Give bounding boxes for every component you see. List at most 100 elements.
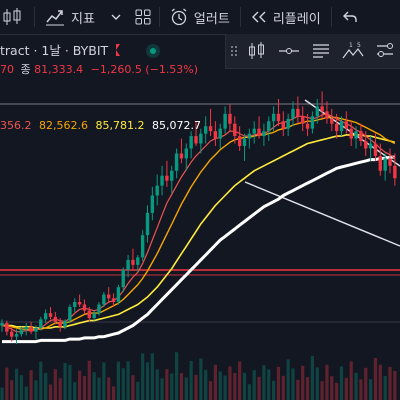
market-status-indicator[interactable] (146, 44, 160, 58)
drag-handle-icon[interactable] (230, 42, 237, 60)
candle[interactable] (242, 138, 247, 146)
candle[interactable] (364, 141, 368, 149)
candle[interactable] (305, 123, 310, 129)
candle[interactable] (145, 212, 150, 236)
candle[interactable] (43, 313, 48, 320)
candle[interactable] (291, 108, 295, 119)
elliott-wave-tool-icon[interactable]: 1 5 (341, 40, 365, 62)
candle[interactable] (354, 131, 358, 139)
candle[interactable] (199, 133, 203, 144)
candle[interactable] (5, 323, 9, 332)
candle[interactable] (126, 259, 130, 270)
candle[interactable] (77, 302, 82, 305)
candle[interactable] (39, 319, 43, 328)
candle[interactable] (174, 153, 179, 171)
candle[interactable] (155, 185, 159, 196)
price-chart[interactable] (0, 34, 400, 400)
candle[interactable] (170, 170, 174, 181)
candle[interactable] (97, 304, 101, 314)
candle[interactable] (213, 131, 218, 139)
candle[interactable] (262, 131, 266, 137)
candle[interactable] (208, 126, 213, 132)
candle[interactable] (237, 136, 242, 146)
candle[interactable] (10, 331, 14, 337)
candle-tool-icon[interactable] (246, 40, 268, 62)
flag-icon[interactable] (116, 43, 121, 56)
replay-button[interactable]: 리플레이 (241, 0, 331, 34)
candle[interactable] (165, 175, 169, 181)
candle[interactable] (286, 118, 290, 129)
candle[interactable] (252, 128, 256, 134)
candle[interactable] (14, 334, 19, 337)
candle[interactable] (349, 128, 353, 139)
ruler-tool-icon[interactable] (374, 40, 396, 62)
candle[interactable] (87, 310, 91, 319)
horizontal-line-tool-icon[interactable] (277, 40, 301, 62)
candle[interactable] (330, 118, 334, 124)
candle[interactable] (184, 148, 188, 159)
candle[interactable] (393, 165, 397, 179)
undo-button[interactable] (332, 0, 368, 34)
candle[interactable] (189, 136, 193, 149)
candle[interactable] (204, 126, 208, 134)
candle[interactable] (194, 136, 198, 144)
channel-line[interactable] (244, 181, 400, 247)
candle[interactable] (378, 155, 382, 171)
candle[interactable] (218, 128, 222, 139)
candle[interactable] (388, 158, 392, 166)
candle[interactable] (34, 328, 38, 332)
candle[interactable] (121, 269, 125, 288)
candle[interactable] (140, 235, 145, 258)
layout-templates-button[interactable] (127, 0, 159, 34)
candle[interactable] (68, 306, 72, 321)
candle[interactable] (63, 320, 67, 327)
alert-button[interactable]: 얼러트 (160, 0, 240, 34)
candle[interactable] (296, 108, 300, 117)
ma-fast-line[interactable] (1, 113, 396, 333)
candle[interactable] (247, 133, 252, 139)
candle[interactable] (82, 304, 87, 311)
candle[interactable] (301, 116, 305, 124)
candle[interactable] (179, 153, 184, 159)
candle[interactable] (58, 321, 62, 327)
candle[interactable] (344, 121, 349, 129)
candle[interactable] (150, 195, 155, 213)
candle-style-button[interactable] (0, 0, 34, 34)
candle[interactable] (334, 123, 339, 132)
ma-slow-line[interactable] (2, 134, 396, 329)
ma-long-line[interactable] (2, 155, 395, 344)
candle[interactable] (136, 257, 140, 265)
candle[interactable] (373, 143, 378, 156)
candle[interactable] (339, 121, 344, 132)
ma-mid-line[interactable] (2, 116, 396, 330)
candle[interactable] (233, 123, 237, 137)
candle[interactable] (223, 113, 227, 129)
candle[interactable] (131, 259, 135, 265)
candle[interactable] (53, 316, 58, 322)
candle[interactable] (267, 121, 271, 132)
candle[interactable] (310, 116, 315, 129)
candle[interactable] (383, 158, 387, 171)
indicators-button[interactable]: 지표 (35, 0, 105, 34)
candle[interactable] (116, 287, 121, 302)
candle[interactable] (271, 113, 276, 122)
candle[interactable] (257, 128, 261, 137)
candle[interactable] (102, 294, 106, 305)
candle[interactable] (281, 121, 285, 129)
candle[interactable] (111, 298, 116, 302)
candle[interactable] (24, 326, 28, 330)
candle[interactable] (0, 323, 4, 326)
candle[interactable] (368, 143, 373, 149)
text-lines-tool-icon[interactable] (310, 40, 332, 62)
indicators-dropdown[interactable] (105, 0, 127, 34)
candle[interactable] (325, 111, 329, 119)
candle[interactable] (19, 329, 24, 335)
candle[interactable] (160, 175, 164, 186)
candle[interactable] (92, 313, 96, 319)
candle[interactable] (228, 113, 232, 124)
candle[interactable] (359, 131, 363, 142)
candle[interactable] (315, 106, 319, 117)
candle[interactable] (48, 313, 53, 317)
candle[interactable] (107, 294, 111, 299)
candle[interactable] (276, 113, 281, 122)
